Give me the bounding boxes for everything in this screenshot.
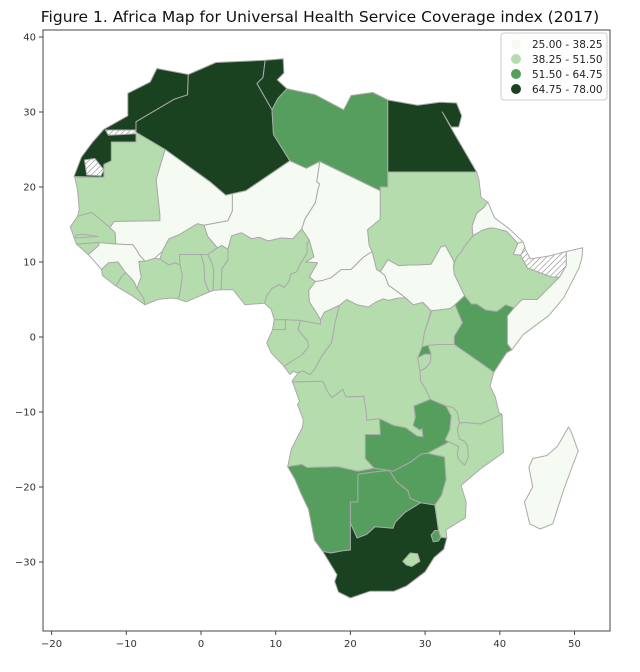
- country-layer: [69, 58, 584, 599]
- x-tick-label: 10: [269, 639, 282, 650]
- chart-title: Figure 1. Africa Map for Universal Healt…: [41, 8, 599, 26]
- legend-swatch: [511, 39, 521, 49]
- legend-swatch: [511, 84, 521, 94]
- legend-label: 64.75 - 78.00: [532, 84, 603, 96]
- y-tick-label: 10: [23, 258, 36, 269]
- country-lesotho: [402, 552, 421, 567]
- legend-label: 51.50 - 64.75: [532, 69, 603, 81]
- x-tick-label: 40: [493, 639, 506, 650]
- x-tick-label: −20: [41, 639, 62, 650]
- country-nigeria: [220, 228, 310, 306]
- y-tick-label: 40: [23, 33, 36, 44]
- legend-box: [500, 32, 608, 101]
- y-tick-label: −30: [15, 558, 36, 569]
- country-western-sahara-south: [84, 158, 105, 177]
- y-axis: 40 30 20 10 0 −10 −20 −30: [15, 33, 43, 569]
- legend-swatch: [511, 69, 521, 79]
- country-gambia: [75, 233, 99, 239]
- x-tick-label: 50: [568, 639, 581, 650]
- y-tick-label: −10: [15, 408, 36, 419]
- country-congo: [283, 305, 340, 375]
- y-tick-label: −20: [15, 483, 36, 494]
- x-axis: −20 −10 0 10 20 30 40 50: [41, 631, 581, 650]
- x-tick-label: 30: [419, 639, 432, 650]
- y-tick-label: 20: [23, 183, 36, 194]
- country-equatorial-guinea: [272, 319, 286, 330]
- y-tick-label: 0: [30, 333, 36, 344]
- plot-frame: [42, 29, 611, 632]
- x-tick-label: 20: [344, 639, 357, 650]
- x-tick-label: −10: [116, 639, 137, 650]
- y-tick-label: 30: [23, 108, 36, 119]
- legend-swatch: [511, 54, 521, 64]
- legend-label: 25.00 - 38.25: [532, 39, 603, 51]
- legend-label: 38.25 - 51.50: [532, 54, 603, 66]
- country-egypt: [387, 99, 478, 173]
- x-tick-label: 0: [198, 639, 204, 650]
- country-eswatini: [430, 530, 442, 543]
- country-madagascar: [524, 426, 579, 530]
- country-western-sahara-north: [104, 129, 137, 136]
- legend: 25.00 - 38.25 38.25 - 51.50 51.50 - 64.75 6…: [500, 32, 608, 101]
